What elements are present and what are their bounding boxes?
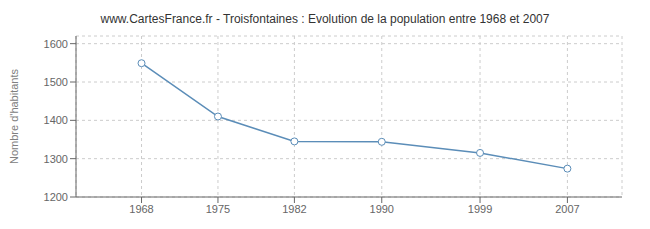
svg-text:1990: 1990 (370, 203, 394, 215)
html-text:www.CartesFrance.fr - Troisfon: www.CartesFrance.fr - Troisfontaines : E… (100, 12, 550, 26)
svg-text:1982: 1982 (282, 203, 306, 215)
svg-text:1999: 1999 (468, 203, 492, 215)
svg-text:1975: 1975 (206, 203, 230, 215)
svg-text:2007: 2007 (555, 203, 579, 215)
svg-text:1968: 1968 (129, 203, 153, 215)
svg-text:1500: 1500 (44, 76, 68, 88)
svg-text:Nombre d'habitants: Nombre d'habitants (8, 68, 20, 164)
svg-text:1200: 1200 (44, 191, 68, 203)
svg-text:1600: 1600 (44, 38, 68, 50)
svg-text:1300: 1300 (44, 153, 68, 165)
svg-text:1400: 1400 (44, 114, 68, 126)
